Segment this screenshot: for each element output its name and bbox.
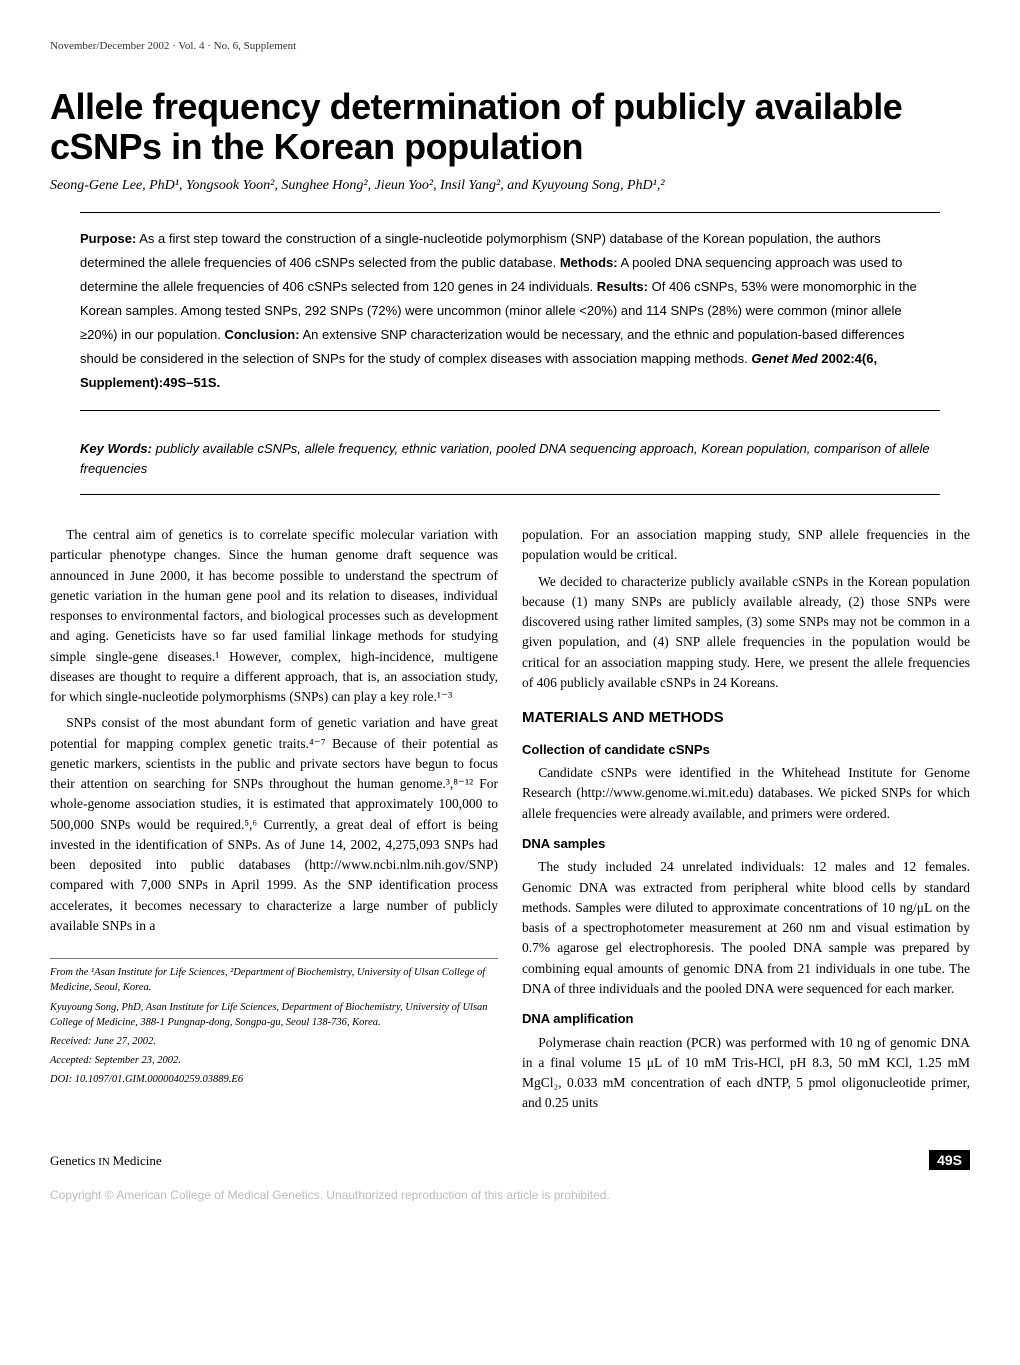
footnotes: From the ¹Asan Institute for Life Scienc… [50,958,498,1088]
left-column: The central aim of genetics is to correl… [50,525,498,1120]
conclusion-label: Conclusion: [224,327,299,342]
journal-footer-name: Genetics IN Medicine [50,1153,162,1169]
right-column: population. For an association mapping s… [522,525,970,1120]
footnote-received: Received: June 27, 2002. [50,1034,498,1049]
two-column-body: The central aim of genetics is to correl… [50,525,970,1120]
dna-samples-heading: DNA samples [522,834,970,854]
footnote-correspondence: Kyuyoung Song, PhD, Asan Institute for L… [50,1000,498,1030]
article-title: Allele frequency determination of public… [50,87,970,166]
keywords-label: Key Words: [80,441,152,456]
dna-samples-text: The study included 24 unrelated individu… [522,857,970,999]
results-label: Results: [597,279,648,294]
methods-label: Methods: [560,255,618,270]
collection-heading: Collection of candidate cSNPs [522,740,970,760]
keywords-text: publicly available cSNPs, allele frequen… [80,441,930,477]
page-number: 49S [929,1150,970,1170]
issue-header: November/December 2002 · Vol. 4 · No. 6,… [50,40,970,52]
collection-text: Candidate cSNPs were identified in the W… [522,763,970,824]
purpose-label: Purpose: [80,231,136,246]
abstract-box: Purpose: As a first step toward the cons… [80,212,940,410]
intro-paragraph-3: We decided to characterize publicly avai… [522,572,970,694]
intro-paragraph-1: The central aim of genetics is to correl… [50,525,498,707]
intro-continuation: population. For an association mapping s… [522,525,970,566]
footnote-affiliation: From the ¹Asan Institute for Life Scienc… [50,965,498,995]
author-list: Seong-Gene Lee, PhD¹, Yongsook Yoon², Su… [50,178,970,194]
keywords-box: Key Words: publicly available cSNPs, all… [80,429,940,496]
footnote-doi: DOI: 10.1097/01.GIM.0000040259.03889.E6 [50,1072,498,1087]
footer-in: IN [95,1156,112,1168]
page-footer: Genetics IN Medicine 49S [50,1150,970,1170]
dna-amplification-heading: DNA amplification [522,1009,970,1029]
dna-amplification-text: Polymerase chain reaction (PCR) was perf… [522,1033,970,1114]
footer-genetics: Genetics [50,1153,95,1168]
copyright-notice: Copyright © American College of Medical … [50,1188,970,1202]
citation-journal: Genet Med [751,351,817,366]
intro-paragraph-2: SNPs consist of the most abundant form o… [50,713,498,936]
footnote-accepted: Accepted: September 23, 2002. [50,1053,498,1068]
materials-methods-heading: MATERIALS AND METHODS [522,707,970,730]
footer-medicine: Medicine [113,1153,162,1168]
